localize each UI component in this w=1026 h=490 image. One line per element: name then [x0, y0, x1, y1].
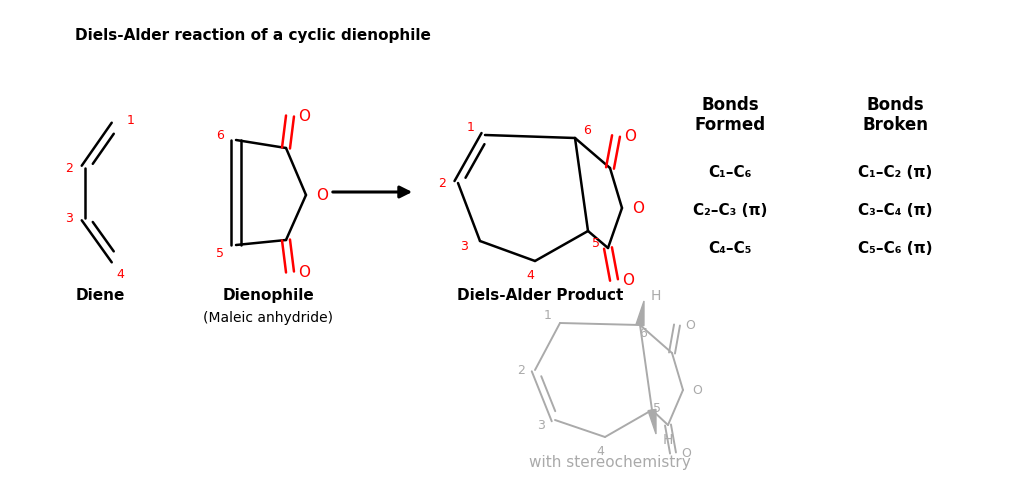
- Text: 2: 2: [438, 176, 446, 190]
- Text: 6: 6: [583, 123, 591, 137]
- Text: Diels-Alder reaction of a cyclic dienophile: Diels-Alder reaction of a cyclic dienoph…: [75, 28, 431, 43]
- Text: C₁–C₂ (π): C₁–C₂ (π): [858, 165, 933, 179]
- Text: 3: 3: [460, 240, 468, 252]
- Text: 4: 4: [526, 269, 534, 281]
- Text: Dienophile: Dienophile: [222, 288, 314, 302]
- Text: O: O: [624, 128, 636, 144]
- Text: Diene: Diene: [75, 288, 125, 302]
- Text: 5: 5: [653, 401, 661, 415]
- Text: 1: 1: [544, 309, 552, 321]
- Text: (Maleic anhydride): (Maleic anhydride): [203, 311, 333, 325]
- Text: 2: 2: [65, 162, 73, 174]
- Text: O: O: [681, 446, 690, 460]
- Text: O: O: [298, 265, 310, 279]
- Text: O: O: [693, 384, 702, 396]
- Text: 4: 4: [596, 444, 604, 458]
- Polygon shape: [648, 409, 656, 434]
- Text: C₂–C₃ (π): C₂–C₃ (π): [693, 202, 767, 218]
- Text: H: H: [650, 289, 661, 303]
- Text: O: O: [298, 108, 310, 123]
- Text: O: O: [685, 318, 695, 332]
- Text: 3: 3: [65, 212, 73, 224]
- Text: Bonds
Broken: Bonds Broken: [862, 96, 928, 134]
- Text: C₅–C₆ (π): C₅–C₆ (π): [858, 241, 933, 255]
- Text: 2: 2: [517, 364, 525, 376]
- Text: C₄–C₅: C₄–C₅: [708, 241, 752, 255]
- FancyArrowPatch shape: [332, 187, 408, 197]
- Text: 1: 1: [467, 121, 475, 133]
- Text: 1: 1: [127, 114, 135, 126]
- Text: O: O: [622, 272, 634, 288]
- Text: 5: 5: [592, 237, 600, 249]
- Text: 5: 5: [216, 246, 224, 260]
- Text: 6: 6: [216, 128, 224, 142]
- Polygon shape: [636, 301, 644, 326]
- Text: 6: 6: [639, 326, 647, 340]
- Text: Diels-Alder Product: Diels-Alder Product: [457, 288, 623, 302]
- Text: C₃–C₄ (π): C₃–C₄ (π): [858, 202, 933, 218]
- Text: C₁–C₆: C₁–C₆: [708, 165, 752, 179]
- Text: 4: 4: [116, 268, 124, 280]
- Text: O: O: [632, 200, 644, 216]
- Text: Bonds
Formed: Bonds Formed: [695, 96, 765, 134]
- Text: with stereochemistry: with stereochemistry: [529, 455, 690, 469]
- Text: 3: 3: [537, 418, 545, 432]
- Text: H: H: [663, 433, 673, 447]
- Text: O: O: [316, 188, 328, 202]
